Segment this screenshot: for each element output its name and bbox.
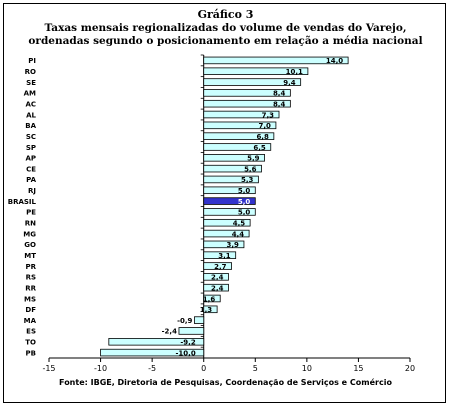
category-label: SC bbox=[26, 133, 36, 141]
value-label: 14,0 bbox=[326, 57, 343, 65]
value-label: 5,3 bbox=[241, 176, 254, 184]
bar-rj bbox=[203, 186, 256, 195]
bar-ms bbox=[203, 294, 221, 303]
value-label: 5,0 bbox=[238, 198, 251, 206]
category-label: SE bbox=[26, 79, 36, 87]
x-tick-label: 15 bbox=[353, 364, 363, 373]
category-label: MA bbox=[24, 317, 37, 325]
category-label: PA bbox=[26, 176, 36, 184]
value-label: 2,7 bbox=[214, 263, 227, 271]
value-label: 7,0 bbox=[259, 122, 272, 130]
x-tick-label: 0 bbox=[201, 364, 206, 373]
bar-mg bbox=[203, 229, 250, 238]
bar-df bbox=[203, 305, 218, 314]
category-label: AC bbox=[25, 100, 36, 108]
bar-rr bbox=[203, 283, 229, 292]
value-label: -9,2 bbox=[180, 339, 195, 347]
bar-ce bbox=[203, 164, 262, 173]
value-label: 2,4 bbox=[211, 284, 224, 292]
bar-pe bbox=[203, 208, 256, 216]
category-label: RR bbox=[25, 284, 36, 292]
category-label: BA bbox=[25, 122, 36, 130]
x-tick-label: -5 bbox=[148, 364, 156, 373]
bar-es bbox=[178, 327, 205, 335]
bar-rn bbox=[203, 218, 251, 227]
bar-ap bbox=[203, 154, 265, 162]
value-label: 1,3 bbox=[200, 306, 213, 314]
value-label: 3,9 bbox=[227, 241, 240, 249]
x-tick-label: 10 bbox=[302, 364, 312, 373]
category-label: GO bbox=[24, 241, 36, 249]
value-label: 7,3 bbox=[262, 111, 275, 119]
value-label: -0,9 bbox=[177, 317, 192, 325]
category-label: PB bbox=[26, 349, 36, 357]
x-tick-label: -15 bbox=[42, 364, 55, 373]
value-label: 10,1 bbox=[286, 68, 303, 76]
value-label: 2,4 bbox=[211, 274, 224, 282]
value-label: 5,9 bbox=[247, 155, 260, 163]
bar-mt bbox=[203, 251, 237, 259]
bar-ac bbox=[203, 99, 291, 108]
value-label: 8,4 bbox=[273, 100, 286, 108]
bar-brasil bbox=[203, 197, 256, 205]
x-tick-label: -10 bbox=[94, 364, 107, 373]
value-label: 9,4 bbox=[283, 79, 296, 87]
value-label: 1,6 bbox=[203, 295, 216, 303]
category-label: RS bbox=[26, 274, 36, 282]
bar-pa bbox=[203, 175, 259, 184]
x-tick-label: 5 bbox=[253, 364, 258, 373]
category-label: DF bbox=[25, 306, 36, 314]
category-label: AM bbox=[24, 90, 36, 98]
bar-pb bbox=[100, 348, 205, 357]
value-label: -2,4 bbox=[162, 328, 177, 336]
category-label: AP bbox=[25, 155, 36, 163]
category-label: RO bbox=[25, 68, 36, 76]
value-label: 5,0 bbox=[238, 209, 251, 217]
bar-se bbox=[203, 78, 302, 86]
value-label: 5,0 bbox=[238, 187, 251, 195]
bar-to bbox=[108, 338, 205, 346]
category-label: RJ bbox=[28, 187, 36, 195]
source-note: Fonte: IBGE, Diretoria de Pesquisas, Coo… bbox=[59, 378, 392, 387]
category-label: RN bbox=[25, 220, 36, 228]
value-label: 6,5 bbox=[253, 144, 266, 152]
category-label: BRASIL bbox=[8, 198, 37, 206]
bar-ba bbox=[203, 121, 277, 130]
chart-subtitle-line-1: Taxas mensais regionalizadas do volume d… bbox=[44, 22, 407, 34]
category-label: ES bbox=[26, 328, 36, 336]
category-label: MG bbox=[23, 230, 36, 238]
value-label: 6,8 bbox=[256, 133, 269, 141]
x-tick-label: 20 bbox=[405, 364, 415, 373]
bar-ro bbox=[203, 67, 309, 75]
category-label: PR bbox=[25, 263, 36, 271]
category-label: MT bbox=[24, 252, 36, 260]
value-label: -10,0 bbox=[176, 349, 196, 357]
bar-pr bbox=[203, 262, 232, 270]
category-label: PE bbox=[26, 209, 36, 217]
bar-ma bbox=[194, 316, 205, 324]
category-label: AL bbox=[26, 111, 36, 119]
category-label: SP bbox=[26, 144, 36, 152]
value-label: 3,1 bbox=[218, 252, 231, 260]
chart-subtitle-line-2: ordenadas segundo o posicionamento em re… bbox=[28, 35, 423, 47]
value-label: 4,5 bbox=[233, 220, 246, 228]
category-label: PI bbox=[28, 57, 36, 65]
bar-rs bbox=[203, 273, 229, 281]
value-label: 8,4 bbox=[273, 90, 286, 98]
category-label: TO bbox=[25, 339, 36, 347]
bar-pi bbox=[203, 56, 349, 65]
chart-title: Gráfico 3 bbox=[197, 8, 254, 21]
bar-al bbox=[203, 110, 280, 119]
bar-sc bbox=[203, 132, 275, 140]
bar-am bbox=[203, 89, 291, 97]
category-label: CE bbox=[26, 165, 36, 173]
value-label: 5,6 bbox=[244, 165, 257, 173]
bar-sp bbox=[203, 143, 272, 151]
category-label: MS bbox=[24, 295, 36, 303]
bar-go bbox=[203, 240, 245, 249]
value-label: 4,4 bbox=[232, 230, 245, 238]
